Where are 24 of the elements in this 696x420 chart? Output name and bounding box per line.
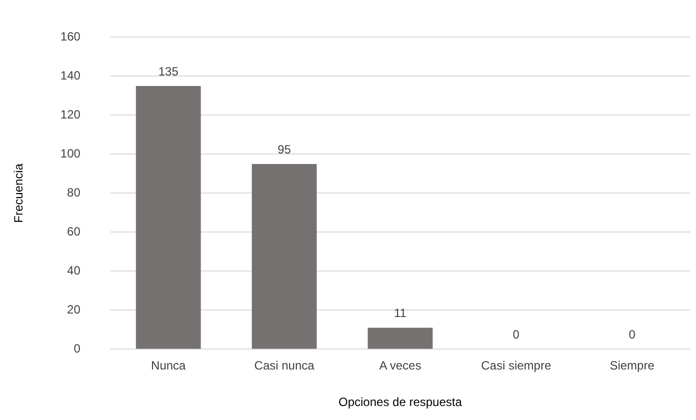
y-tick-label: 20 — [67, 302, 81, 317]
x-tick-label: A veces — [379, 358, 422, 373]
y-tick-label: 40 — [67, 264, 81, 278]
data-label: 11 — [394, 306, 407, 320]
x-tick-label: Casi siempre — [481, 358, 552, 373]
y-tick-label: 120 — [60, 108, 81, 122]
y-tick-label: 100 — [60, 146, 81, 161]
y-tick-label: 60 — [67, 224, 81, 239]
y-tick-label: 160 — [60, 30, 81, 44]
bar — [252, 164, 317, 349]
bar — [136, 86, 201, 349]
y-axis-title: Frecuencia — [12, 163, 26, 223]
data-label: 0 — [512, 328, 520, 342]
x-axis-title: Opciones de respuesta — [338, 395, 462, 410]
x-tick-label: Nunca — [151, 358, 186, 373]
bar — [368, 328, 433, 349]
y-tick-label: 80 — [67, 186, 81, 200]
x-tick-label: Casi nunca — [254, 358, 315, 373]
y-tick-label: 0 — [74, 342, 81, 356]
y-tick-label: 140 — [60, 68, 81, 83]
x-tick-label: Siempre — [610, 358, 655, 373]
data-label: 95 — [278, 142, 292, 156]
data-label: 0 — [628, 328, 636, 342]
data-label: 135 — [158, 64, 179, 78]
